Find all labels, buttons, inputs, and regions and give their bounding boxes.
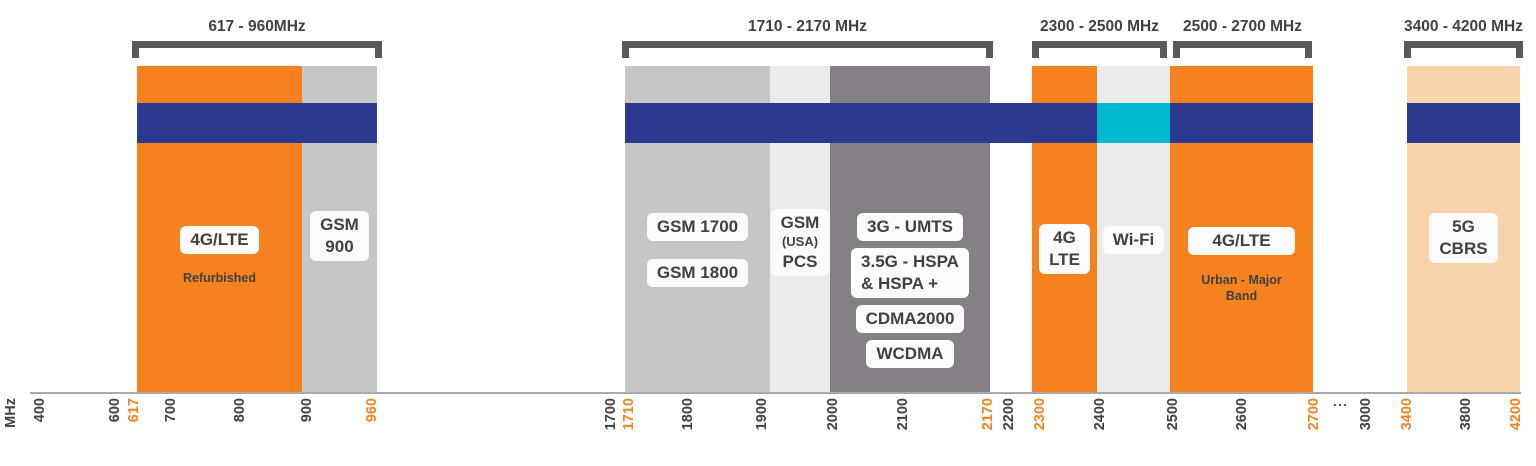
axis-tick-label: 900 bbox=[299, 398, 315, 423]
band-block-labels: 3G - UMTS 3.5G - HSPA & HSPA + CDMA2000 WCDM… bbox=[830, 213, 990, 369]
axis-tick-label: 600 bbox=[107, 398, 123, 423]
axis-tick-label: 2400 bbox=[1092, 398, 1108, 431]
axis-tick-label: 4200 bbox=[1508, 398, 1524, 431]
axis-tick-label: 2700 bbox=[1306, 398, 1322, 431]
tech-label-line: & HSPA + bbox=[861, 274, 939, 294]
range-bracket bbox=[1404, 41, 1523, 58]
axis-tick-label: 1900 bbox=[754, 398, 770, 431]
tech-label-line: Wi-Fi bbox=[1112, 230, 1155, 249]
tech-label-line: GSM 1800 bbox=[656, 263, 739, 283]
range-bracket bbox=[622, 41, 993, 58]
range-bracket bbox=[1032, 41, 1167, 58]
axis-unit-label: MHz bbox=[3, 398, 19, 428]
tech-label: 4G LTE bbox=[1039, 224, 1090, 275]
axis-tick-label: 400 bbox=[32, 398, 48, 423]
highlight-band-cyan bbox=[1097, 103, 1170, 143]
tech-label: 4G/LTE bbox=[1188, 227, 1295, 256]
tech-label-line: GSM 1700 bbox=[656, 217, 739, 236]
axis-tick-label: 2600 bbox=[1234, 398, 1250, 431]
tech-label: 3.5G - HSPA & HSPA + bbox=[851, 248, 969, 299]
band-sublabel-line: Refurbished bbox=[183, 271, 256, 285]
axis-tick-label: 3000 bbox=[1358, 398, 1374, 431]
axis-tick-label: 1800 bbox=[680, 398, 696, 431]
tech-label-line: WCDMA bbox=[876, 344, 944, 364]
band-sublabel: Urban - Major Band bbox=[1170, 273, 1313, 304]
tech-label: GSM 900 bbox=[310, 211, 369, 262]
highlight-band-navy bbox=[137, 103, 377, 143]
band-sublabel: Refurbished bbox=[137, 271, 302, 287]
axis-tick-label: 2500 bbox=[1165, 398, 1181, 431]
axis-tick-label: 2000 bbox=[825, 398, 841, 431]
band-block-labels: GSM 900 bbox=[302, 211, 377, 262]
tech-label: CDMA2000 bbox=[855, 305, 965, 334]
band-sublabel-line: Band bbox=[1225, 288, 1258, 303]
tech-label-line: 3.5G - HSPA bbox=[861, 252, 959, 272]
band-block-labels: GSM (USA) PCS bbox=[770, 209, 830, 277]
band-block-labels: 4G/LTE bbox=[137, 226, 302, 255]
range-bracket-label: 2300 - 2500 MHz bbox=[1040, 18, 1159, 35]
tech-label: 5G CBRS bbox=[1429, 213, 1498, 264]
tech-label: GSM (USA) PCS bbox=[770, 209, 830, 277]
tech-label: 3G - UMTS bbox=[857, 213, 963, 242]
axis-tick-label: 800 bbox=[232, 398, 248, 423]
tech-label-line: 900 bbox=[325, 237, 354, 257]
band-sublabel-line: Urban - Major bbox=[1201, 273, 1282, 287]
axis-tick-label: 2100 bbox=[895, 398, 911, 431]
axis-line bbox=[30, 392, 1521, 394]
highlight-band-navy bbox=[1407, 103, 1520, 143]
axis-tick-label: 3400 bbox=[1399, 398, 1415, 431]
axis-tick-label: 2170 bbox=[980, 398, 996, 431]
axis-tick-label: 960 bbox=[364, 398, 380, 423]
tech-label-line: PCS bbox=[782, 251, 818, 271]
axis-tick-label: 1710 bbox=[621, 398, 637, 431]
tech-label-line: 4G/LTE bbox=[190, 230, 249, 249]
tech-label-line: CBRS bbox=[1439, 239, 1488, 259]
range-bracket-label: 617 - 960MHz bbox=[208, 18, 306, 35]
tech-label: Wi-Fi bbox=[1102, 226, 1165, 255]
axis-tick-label: 2300 bbox=[1032, 398, 1048, 431]
tech-label-line: 5G bbox=[1452, 217, 1475, 236]
tech-label-line: CDMA2000 bbox=[865, 309, 955, 329]
axis-tick-label: 2200 bbox=[1001, 398, 1017, 431]
tech-label-line: 3G - UMTS bbox=[867, 217, 953, 236]
band-block-labels: GSM 1700 GSM 1800 bbox=[625, 213, 770, 288]
tech-label-line: 4G/LTE bbox=[1212, 231, 1271, 250]
tech-label-line: GSM bbox=[320, 215, 359, 234]
axis-tick-label: 1700 bbox=[603, 398, 619, 431]
axis-tick-label: 617 bbox=[126, 398, 142, 423]
range-bracket-label: 1710 - 2170 MHz bbox=[748, 18, 867, 35]
highlight-band-navy bbox=[625, 103, 1313, 143]
range-bracket-label: 2500 - 2700 MHz bbox=[1183, 18, 1302, 35]
tech-label: 4G/LTE bbox=[180, 226, 259, 255]
tech-label: WCDMA bbox=[866, 340, 954, 369]
range-bracket-label: 3400 - 4200 MHz bbox=[1404, 18, 1523, 35]
band-block-labels: Wi-Fi bbox=[1097, 226, 1170, 255]
band-block-labels: 4G LTE bbox=[1032, 224, 1097, 275]
tech-label: GSM 1700 bbox=[646, 213, 749, 242]
tech-label-line: 4G bbox=[1053, 228, 1076, 247]
axis-tick-label: 700 bbox=[163, 398, 179, 423]
band-block-labels: 5G CBRS bbox=[1407, 213, 1520, 264]
axis-tick-label: 3800 bbox=[1458, 398, 1474, 431]
range-bracket bbox=[132, 41, 382, 58]
tech-label-line: GSM bbox=[780, 213, 820, 232]
band-block-labels: 4G/LTE bbox=[1170, 227, 1313, 256]
tech-label-line: LTE bbox=[1049, 250, 1080, 270]
tech-label: GSM 1800 bbox=[646, 259, 749, 288]
axis-tick-label: ... bbox=[1333, 394, 1349, 409]
range-bracket bbox=[1173, 41, 1312, 58]
tech-label-line: (USA) bbox=[781, 234, 819, 250]
